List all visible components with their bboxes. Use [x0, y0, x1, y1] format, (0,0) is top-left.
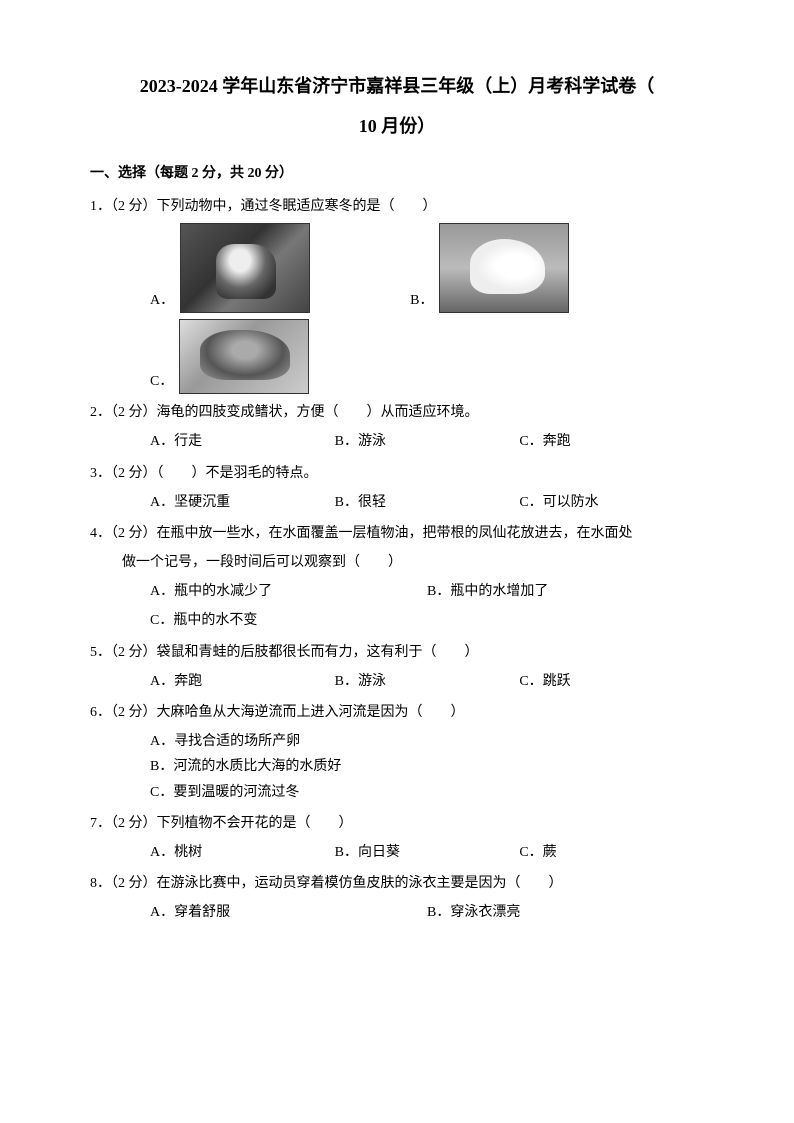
- option-7b: B．向日葵: [335, 840, 520, 865]
- option-1a-label: A．: [150, 288, 174, 313]
- page-subtitle: 10 月份）: [90, 110, 704, 142]
- frog-image: [179, 319, 309, 394]
- option-8b: B．穿泳衣漂亮: [427, 900, 704, 925]
- question-7-text: 7．（2 分）下列植物不会开花的是（ ）: [90, 811, 704, 836]
- question-2-text: 2．（2 分）海龟的四肢变成鳍状，方便（ ）从而适应环境。: [90, 400, 704, 425]
- option-2b: B．游泳: [335, 429, 520, 454]
- question-5: 5．（2 分）袋鼠和青蛙的后肢都很长而有力，这有利于（ ） A．奔跑 B．游泳 …: [90, 640, 704, 694]
- option-5a: A．奔跑: [150, 669, 335, 694]
- option-5c: C．跳跃: [519, 669, 704, 694]
- goose-image: [439, 223, 569, 313]
- dog-image: [180, 223, 310, 313]
- option-2a: A．行走: [150, 429, 335, 454]
- question-3: 3．（2 分）（ ）不是羽毛的特点。 A．坚硬沉重 B．很轻 C．可以防水: [90, 461, 704, 515]
- option-3c: C．可以防水: [519, 490, 704, 515]
- option-1b-label: B．: [410, 288, 433, 313]
- option-4b: B．瓶中的水增加了: [427, 579, 704, 604]
- question-1-text: 1．（2 分）下列动物中，通过冬眠适应寒冬的是（ ）: [90, 194, 704, 219]
- option-3a: A．坚硬沉重: [150, 490, 335, 515]
- question-2: 2．（2 分）海龟的四肢变成鳍状，方便（ ）从而适应环境。 A．行走 B．游泳 …: [90, 400, 704, 454]
- option-3b: B．很轻: [335, 490, 520, 515]
- question-6-text: 6．（2 分）大麻哈鱼从大海逆流而上进入河流是因为（ ）: [90, 700, 704, 725]
- option-1a: A．: [150, 223, 310, 313]
- question-1: 1．（2 分）下列动物中，通过冬眠适应寒冬的是（ ） A． B． C．: [90, 194, 704, 394]
- option-6c: C．要到温暖的河流过冬: [90, 780, 704, 805]
- option-7a: A．桃树: [150, 840, 335, 865]
- option-1c-label: C．: [150, 369, 173, 394]
- option-6a: A．寻找合适的场所产卵: [90, 729, 704, 754]
- option-8a: A．穿着舒服: [150, 900, 427, 925]
- question-6: 6．（2 分）大麻哈鱼从大海逆流而上进入河流是因为（ ） A．寻找合适的场所产卵…: [90, 700, 704, 805]
- option-7c: C．蕨: [519, 840, 704, 865]
- option-1c: C．: [150, 319, 309, 394]
- option-2c: C．奔跑: [519, 429, 704, 454]
- option-1b: B．: [410, 223, 569, 313]
- question-5-text: 5．（2 分）袋鼠和青蛙的后肢都很长而有力，这有利于（ ）: [90, 640, 704, 665]
- question-8-text: 8．（2 分）在游泳比赛中，运动员穿着模仿鱼皮肤的泳衣主要是因为（ ）: [90, 871, 704, 896]
- section-header: 一、选择（每题 2 分，共 20 分）: [90, 161, 704, 186]
- page-title: 2023-2024 学年山东省济宁市嘉祥县三年级（上）月考科学试卷（: [90, 70, 704, 102]
- question-4-text2: 做一个记号，一段时间后可以观察到（ ）: [90, 550, 704, 575]
- option-6b: B．河流的水质比大海的水质好: [90, 754, 704, 779]
- question-7: 7．（2 分）下列植物不会开花的是（ ） A．桃树 B．向日葵 C．蕨: [90, 811, 704, 865]
- option-4c: C．瓶中的水不变: [150, 608, 704, 633]
- question-3-text: 3．（2 分）（ ）不是羽毛的特点。: [90, 461, 704, 486]
- option-5b: B．游泳: [335, 669, 520, 694]
- question-8: 8．（2 分）在游泳比赛中，运动员穿着模仿鱼皮肤的泳衣主要是因为（ ） A．穿着…: [90, 871, 704, 925]
- option-4a: A．瓶中的水减少了: [150, 579, 427, 604]
- question-4-text: 4．（2 分）在瓶中放一些水，在水面覆盖一层植物油，把带根的凤仙花放进去，在水面…: [90, 521, 704, 546]
- question-4: 4．（2 分）在瓶中放一些水，在水面覆盖一层植物油，把带根的凤仙花放进去，在水面…: [90, 521, 704, 634]
